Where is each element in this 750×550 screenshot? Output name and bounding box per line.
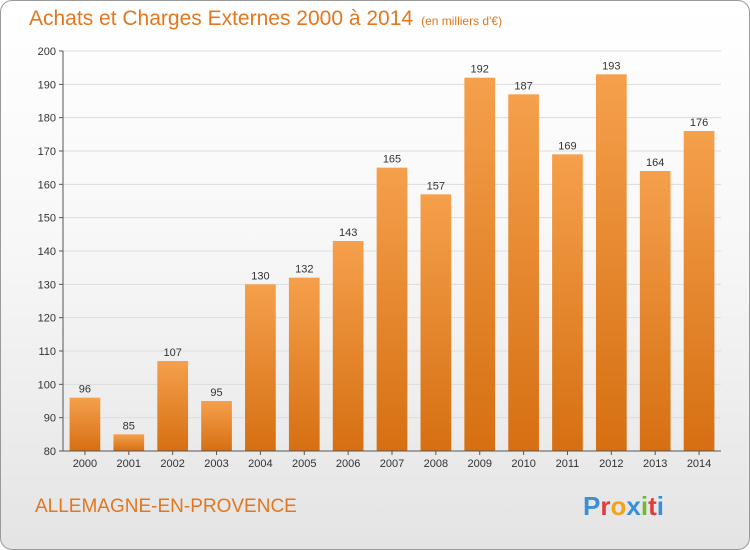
axes: [59, 50, 721, 455]
data-label-2012: 193: [602, 60, 620, 72]
x-tick-label: 2011: [556, 458, 580, 470]
y-tick-label: 90: [44, 413, 56, 425]
y-tick-label: 130: [38, 279, 56, 291]
data-label-2006: 143: [339, 227, 357, 239]
x-tick-label: 2012: [599, 458, 623, 470]
data-label-2005: 132: [295, 264, 313, 276]
y-tick-label: 110: [38, 346, 56, 358]
y-tick-label: 190: [38, 79, 56, 91]
x-tick-label: 2013: [643, 458, 667, 470]
y-tick-label: 120: [38, 313, 56, 325]
data-label-2007: 165: [383, 154, 401, 166]
logo-letter: r: [600, 491, 611, 521]
data-label-2000: 96: [79, 384, 91, 396]
bar-2000: [69, 397, 101, 451]
data-label-2001: 85: [123, 420, 135, 432]
chart-title-text: Achats et Charges Externes 2000 à 2014: [29, 7, 414, 30]
x-tick-label: 2001: [117, 458, 141, 470]
bar-2014: [683, 131, 715, 451]
data-label-2009: 192: [471, 64, 489, 76]
x-tick-label: 2002: [160, 458, 184, 470]
commune-name: ALLEMAGNE-EN-PROVENCE: [35, 496, 297, 517]
logo-letter: t: [648, 491, 657, 521]
bar-2011: [552, 154, 583, 452]
y-tick-label: 100: [38, 379, 56, 391]
data-label-2004: 130: [251, 270, 269, 282]
data-label-2008: 157: [427, 180, 445, 192]
bar-2003: [201, 401, 232, 451]
y-tick-label: 140: [38, 246, 56, 258]
data-label-2002: 107: [163, 347, 181, 359]
proxiti-logo: Proxiti: [583, 491, 664, 522]
data-label-2011: 169: [558, 140, 576, 152]
bar-2008: [420, 194, 452, 452]
logo-letter: x: [626, 491, 641, 521]
y-tick-label: 150: [38, 213, 56, 225]
data-label-2014: 176: [690, 117, 708, 129]
labels: 80 90 100 110 120 130 140 150 160 170 180 190 200 96 2…: [38, 46, 712, 470]
bar-2009: [464, 77, 496, 452]
logo-letter: i: [656, 491, 664, 521]
bar-2001: [113, 434, 145, 451]
x-tick-label: 2007: [380, 458, 404, 470]
data-label-2010: 187: [514, 80, 532, 92]
chart-unit: (en milliers d'€): [421, 14, 503, 28]
bar-2013: [639, 171, 671, 451]
y-tick-label: 80: [44, 446, 56, 458]
y-tick-label: 200: [38, 46, 56, 58]
y-tick-label: 170: [38, 146, 56, 158]
y-tick-label: 160: [38, 179, 56, 191]
x-tick-label: 2006: [336, 458, 360, 470]
bar-2005: [288, 277, 320, 451]
data-label-2003: 95: [210, 387, 222, 399]
bar-2012: [595, 74, 627, 451]
y-tick-label: 180: [38, 113, 56, 125]
bars: [69, 74, 715, 452]
x-tick-label: 2005: [292, 458, 316, 470]
data-label-2013: 164: [646, 157, 664, 169]
x-tick-label: 2004: [248, 458, 272, 470]
logo-letter: o: [610, 491, 627, 521]
bar-2010: [508, 94, 539, 451]
bar-2007: [376, 167, 408, 451]
x-tick-label: 2000: [73, 458, 97, 470]
x-tick-label: 2010: [511, 458, 535, 470]
x-tick-label: 2003: [204, 458, 228, 470]
x-tick-label: 2008: [424, 458, 448, 470]
bar-2006: [332, 241, 364, 451]
logo-letter: i: [640, 491, 649, 521]
chart-title: Achats et Charges Externes 2000 à 2014 (e…: [29, 7, 502, 31]
x-tick-label: 2014: [687, 458, 711, 470]
bar-2004: [245, 284, 276, 451]
bar-2002: [157, 361, 189, 451]
logo-letter: P: [583, 491, 601, 521]
x-tick-label: 2009: [467, 458, 491, 470]
